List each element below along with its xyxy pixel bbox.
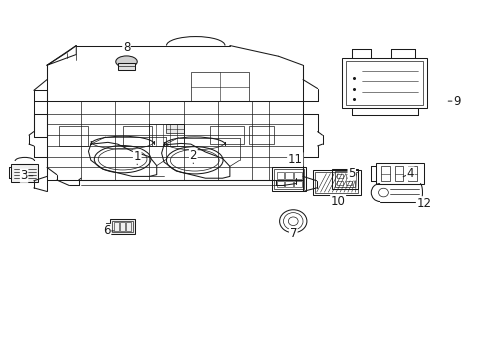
- Ellipse shape: [283, 213, 303, 230]
- Text: 2: 2: [189, 149, 197, 162]
- FancyBboxPatch shape: [166, 125, 183, 134]
- Ellipse shape: [116, 56, 137, 67]
- Text: 6: 6: [103, 224, 110, 238]
- Text: 4: 4: [406, 167, 413, 180]
- Text: 10: 10: [330, 195, 345, 208]
- Ellipse shape: [378, 188, 387, 197]
- Ellipse shape: [279, 210, 306, 233]
- Text: 12: 12: [416, 197, 430, 210]
- Text: 3: 3: [20, 169, 28, 182]
- Text: 5: 5: [347, 167, 355, 180]
- FancyBboxPatch shape: [11, 164, 38, 182]
- Text: 8: 8: [122, 41, 130, 54]
- FancyBboxPatch shape: [118, 63, 135, 69]
- Text: 11: 11: [287, 153, 302, 166]
- Text: 1: 1: [133, 150, 141, 163]
- Ellipse shape: [288, 217, 298, 226]
- FancyBboxPatch shape: [110, 220, 135, 234]
- Text: 9: 9: [452, 95, 459, 108]
- Text: 7: 7: [289, 227, 296, 240]
